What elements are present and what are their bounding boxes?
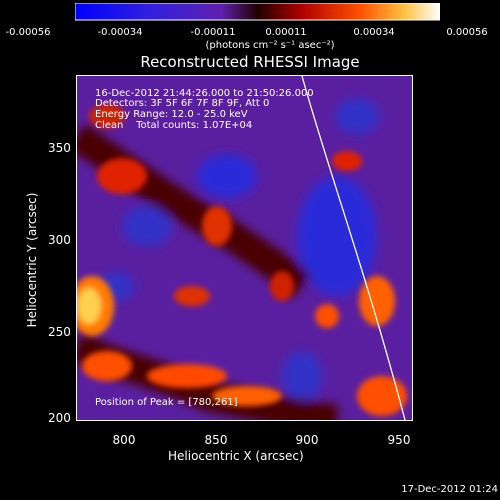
plot-frame bbox=[76, 75, 413, 421]
colorbar-tick: -0.00034 bbox=[97, 27, 143, 38]
colorbar bbox=[75, 3, 440, 21]
colorbar-tick: -0.00011 bbox=[190, 27, 236, 38]
info-detectors: Detectors: 3F 5F 6F 7F 8F 9F, Att 0 bbox=[95, 98, 270, 109]
y-tick-label: 200 bbox=[48, 411, 71, 425]
x-axis-label: Heliocentric X (arcsec) bbox=[168, 449, 304, 463]
peak-position: Position of Peak = [780,261] bbox=[95, 397, 238, 408]
solar-limb bbox=[301, 76, 406, 420]
y-tick-label: 250 bbox=[48, 325, 71, 339]
x-tick-label: 950 bbox=[387, 433, 411, 447]
info-energy: Energy Range: 12.0 - 25.0 keV bbox=[95, 109, 248, 120]
y-tick-label: 350 bbox=[48, 141, 71, 155]
colorbar-tick: 0.00011 bbox=[265, 27, 307, 38]
x-tick-label: 800 bbox=[112, 433, 136, 447]
y-tick-label: 300 bbox=[48, 233, 71, 247]
colorbar-tick: -0.00056 bbox=[5, 27, 51, 38]
info-time: 16-Dec-2012 21:44:26.000 to 21:50:26.000 bbox=[95, 88, 314, 99]
x-tick-label: 850 bbox=[204, 433, 228, 447]
footer-timestamp: 17-Dec-2012 01:24 bbox=[401, 484, 498, 495]
x-tick-label: 900 bbox=[295, 433, 319, 447]
colorbar-tick: 0.00034 bbox=[353, 27, 395, 38]
colorbar-units: (photons cm⁻² s⁻¹ asec⁻²) bbox=[205, 40, 335, 51]
y-axis-label: Heliocentric Y (arcsec) bbox=[25, 192, 39, 328]
info-clean: Clean Total counts: 1.07E+04 bbox=[95, 120, 253, 131]
colorbar-tick: 0.00056 bbox=[446, 27, 488, 38]
rhessi-image bbox=[77, 76, 412, 420]
plot-title: Reconstructed RHESSI Image bbox=[140, 53, 360, 71]
